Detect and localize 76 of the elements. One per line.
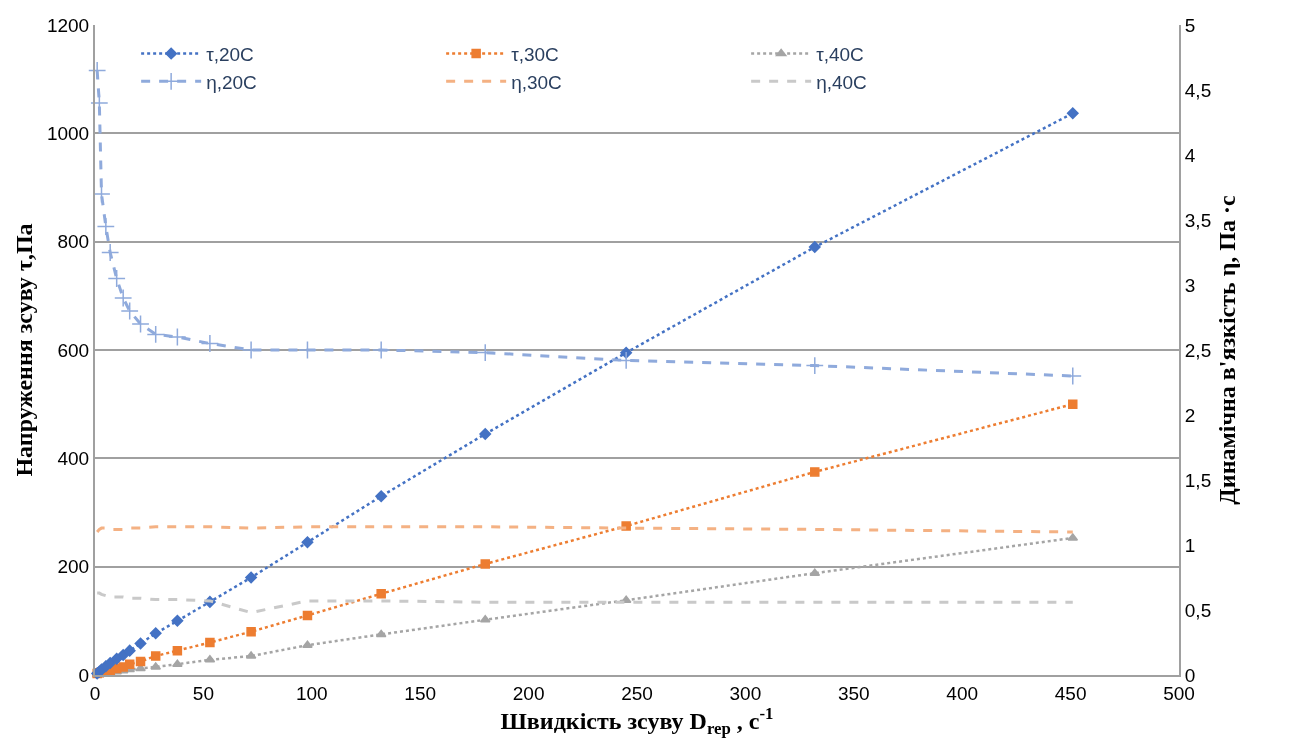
point [149,627,162,640]
point [123,644,136,657]
y-tick-label: 1000 [46,122,90,144]
y2-tick-label: 2,5 [1184,339,1212,361]
x-tick-label: 200 [512,682,545,704]
point [92,184,111,204]
y2-tick-label: 1,5 [1184,469,1212,491]
point [480,559,490,569]
legend-label: η,40C [816,71,867,93]
point [372,340,391,360]
point [101,243,120,262]
x-tick-label: 100 [295,682,328,704]
x-tick-label: 150 [404,682,437,704]
x-tick-label: 300 [729,682,762,704]
point [302,640,313,648]
point [810,467,820,477]
point [135,656,146,667]
point [117,649,130,661]
line-series [95,591,1075,615]
legend-label: τ,30C [511,44,559,66]
x-tick-label: 50 [192,682,214,704]
y2-tick-label: 4 [1184,144,1196,166]
point [131,314,150,334]
y2-tick-label: 0,5 [1184,599,1212,621]
point [1066,107,1079,120]
x-tick-label: 400 [946,682,979,704]
point [172,645,183,656]
point [107,269,126,288]
point [476,343,495,362]
y2-tick-label: 3 [1184,274,1196,296]
point [172,659,183,667]
point [168,327,187,347]
point [114,288,133,308]
point [146,325,165,344]
point [96,217,115,236]
x-tick-label: 250 [621,682,653,704]
legend-label: τ,20C [206,44,254,66]
y-axis-title: Напруження зсуву τ,Па [10,223,37,477]
y2-tick-label: 5 [1184,14,1196,36]
point [298,340,317,360]
point [245,571,258,584]
point [246,626,256,637]
point [124,659,135,669]
point [302,610,313,621]
legend-label: τ,40C [816,44,864,66]
y-tick-label: 200 [57,556,90,578]
y-tick-label: 600 [57,339,90,361]
y2-axis-title: Динамічна в'язкість η, Па ·с [1214,194,1241,505]
y2-tick-label: 4,5 [1184,79,1212,101]
point [479,428,492,440]
point [88,61,107,80]
point [200,334,220,353]
x-axis-title: Швидкість зсуву D$_{rep}$ , с$^{-1}$ [500,703,774,738]
point [805,356,824,375]
point [150,651,161,661]
point [120,301,139,321]
y-tick-label: 400 [57,447,90,469]
point [375,629,387,638]
y2-tick-label: 1 [1184,534,1196,556]
y2-tick-label: 2 [1184,404,1196,426]
y-tick-label: 800 [57,231,90,253]
x-tick-label: 350 [837,682,870,704]
legend-label: η,30C [511,71,562,93]
point [171,614,184,627]
point [1068,399,1078,409]
x-tick-label: 450 [1054,682,1087,704]
point [375,490,388,503]
y2-tick-label: 3,5 [1184,209,1212,231]
point [376,589,386,599]
y-tick-label: 0 [78,664,90,686]
y-tick-label: 1200 [46,14,90,36]
point [205,637,215,648]
legend-label: η,20C [206,71,257,93]
point [808,241,821,254]
point [301,536,314,549]
point [134,637,147,650]
